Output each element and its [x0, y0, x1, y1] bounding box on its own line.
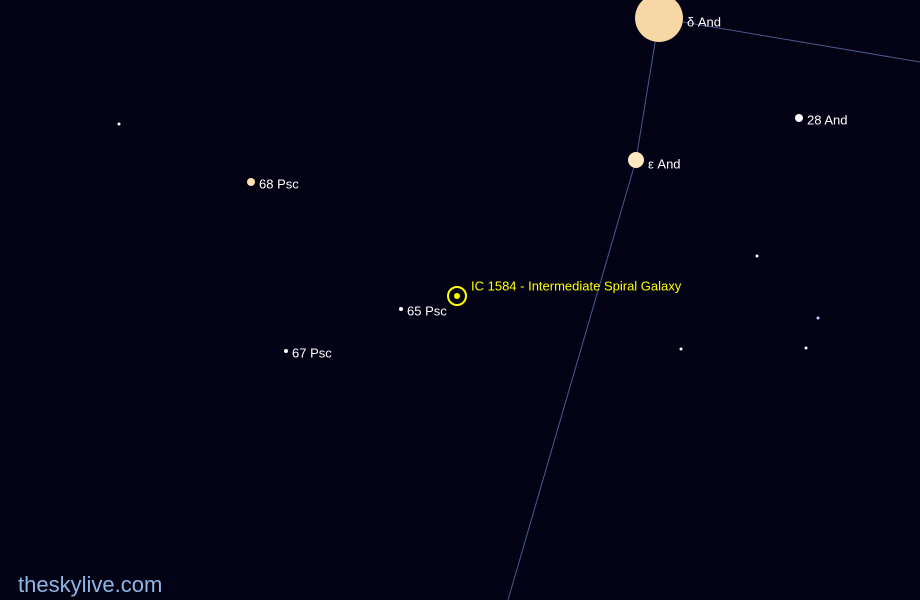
star-label-68-psc: 68 Psc [259, 177, 299, 192]
star-label-28-and: 28 And [807, 113, 848, 128]
star-label-delta-and: δ And [687, 15, 721, 30]
watermark-text: theskylive.com [18, 572, 162, 598]
faint-star [756, 255, 759, 258]
star-label-67-psc: 67 Psc [292, 346, 332, 361]
faint-star [805, 347, 808, 350]
target-marker-dot [454, 293, 460, 299]
star-label-65-psc: 65 Psc [407, 304, 447, 319]
star-epsilon-and [628, 152, 644, 168]
faint-star [817, 317, 820, 320]
star-67-psc [284, 349, 288, 353]
faint-star [118, 123, 121, 126]
star-28-and [795, 114, 803, 122]
star-label-epsilon-and: ε And [648, 157, 681, 172]
star-68-psc [247, 178, 255, 186]
target-label: IC 1584 - Intermediate Spiral Galaxy [471, 279, 681, 294]
faint-star [680, 348, 683, 351]
star-delta-and [635, 0, 683, 42]
star-chart: δ And ε And 28 And 68 Psc 65 Psc 67 Psc IC 15… [0, 0, 920, 600]
star-65-psc [399, 307, 403, 311]
